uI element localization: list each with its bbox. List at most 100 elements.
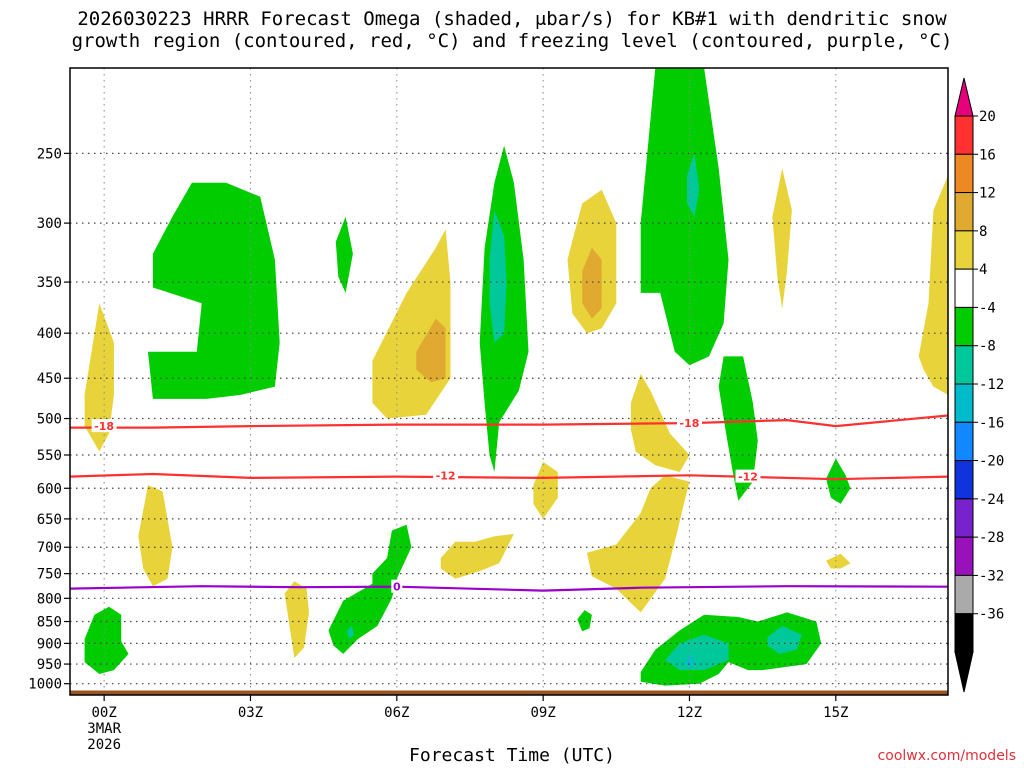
grid xyxy=(70,68,948,695)
colorbar-swatch-4 xyxy=(954,268,974,308)
colorbar: 20 16 12 8 4 -4 -8 -12 -16 -20 -24 -28 -32 -36 xyxy=(954,77,1004,693)
region-up-17z xyxy=(918,175,948,395)
region-dn-06z-core xyxy=(347,626,354,640)
colorbar-label--36: -36 xyxy=(979,607,1004,623)
colorbar-swatch-0 xyxy=(954,115,974,155)
isotherm-label-dgz-lower-0: -12 xyxy=(436,469,456,482)
region-up-09z xyxy=(533,461,558,519)
region-up-04z-low xyxy=(284,581,309,658)
region-dn-12z-upper-core xyxy=(687,153,700,217)
colorbar-label-16: 16 xyxy=(979,147,996,163)
colorbar-top-arrow xyxy=(954,77,974,117)
isotherm-label-bg xyxy=(391,579,403,593)
region-up-07z-core xyxy=(416,318,446,383)
isotherm-label-freezing-level-0: 0 xyxy=(393,581,401,594)
x-tick-sublabel: 3MAR xyxy=(87,721,121,737)
y-tick-label-800: 800 xyxy=(37,591,62,607)
y-tick-label-1000: 1000 xyxy=(28,677,62,693)
omega-regions xyxy=(84,68,948,686)
region-up-08z-low xyxy=(440,533,514,579)
isotherms: -18 -18 -12 -12 0 xyxy=(70,414,948,594)
chart-title-line1: 2026030223 HRRR Forecast Omega (shaded, … xyxy=(77,8,947,30)
region-dn-12z-low-core-b xyxy=(767,626,802,654)
credit-link[interactable]: coolwx.com/models xyxy=(877,748,1016,764)
colorbar-swatch-7 xyxy=(954,383,974,423)
region-dn-10z-small xyxy=(577,610,592,632)
colorbar-swatch-13 xyxy=(954,613,974,653)
colorbar-swatch-2 xyxy=(954,192,974,232)
colorbar-label--24: -24 xyxy=(979,492,1004,508)
terrain xyxy=(70,690,948,695)
colorbar-label-12: 12 xyxy=(979,186,996,202)
region-up-10z-core xyxy=(582,247,602,319)
y-tick-label-850: 850 xyxy=(37,615,62,631)
colorbar-swatch-1 xyxy=(954,153,974,194)
y-tick-label-550: 550 xyxy=(37,448,62,464)
region-up-15z-low xyxy=(826,553,851,569)
region-up-01z-low xyxy=(138,485,173,587)
colorbar-bottom-arrow xyxy=(954,651,974,693)
colorbar-swatch-10 xyxy=(954,498,974,538)
isotherm-label-bg xyxy=(676,416,702,430)
region-up-00z-mid xyxy=(84,303,114,452)
x-tick-label-09Z: 09Z xyxy=(530,705,555,721)
y-tick-label-900: 900 xyxy=(37,636,62,652)
x-tick-label-12Z: 12Z xyxy=(677,705,702,721)
colorbar-label--8: -8 xyxy=(979,339,996,355)
colorbar-label-8: 8 xyxy=(979,224,987,240)
colorbar-label--16: -16 xyxy=(979,415,1004,431)
y-tick-label-450: 450 xyxy=(37,371,62,387)
colorbar-swatch-9 xyxy=(954,460,974,500)
y-tick-label-400: 400 xyxy=(37,326,62,342)
isotherm-dgz-lower xyxy=(70,472,948,481)
y-tick-label-750: 750 xyxy=(37,567,62,583)
isotherm-label-dgz-upper-0: -18 xyxy=(94,420,114,433)
colorbar-swatch-8 xyxy=(954,421,974,462)
region-dn-13z xyxy=(718,356,758,501)
isotherm-label-bg xyxy=(735,469,761,483)
colorbar-label--28: -28 xyxy=(979,530,1004,546)
chart-title-line2: growth region (contoured, red, °C) and f… xyxy=(71,30,953,52)
region-dn-05z xyxy=(335,216,353,293)
plot-frame xyxy=(69,67,949,696)
y-axis: 250 300 350 400 450 500 550 600 650 700 750 800 850 9… xyxy=(28,146,70,693)
y-tick-label-300: 300 xyxy=(37,216,62,232)
region-dn-00z-low xyxy=(84,606,129,674)
y-tick-label-700: 700 xyxy=(37,540,62,556)
y-tick-label-600: 600 xyxy=(37,481,62,497)
isotherm-label-dgz-lower-1: -12 xyxy=(738,471,758,484)
colorbar-label--32: -32 xyxy=(979,568,1004,584)
isotherm-label-bg xyxy=(91,419,117,433)
y-tick-label-950: 950 xyxy=(37,657,62,673)
region-dn-06z-low xyxy=(328,524,412,654)
colorbar-label-20: 20 xyxy=(979,109,996,125)
colorbar-label--20: -20 xyxy=(979,454,1004,470)
x-tick-label-15Z: 15Z xyxy=(823,705,848,721)
colorbar-label--4: -4 xyxy=(979,300,996,316)
region-dn-02z xyxy=(148,182,280,399)
colorbar-label-4: 4 xyxy=(979,262,987,278)
x-tick-label-00Z: 00Z xyxy=(91,705,116,721)
y-tick-label-500: 500 xyxy=(37,412,62,428)
region-dn-12z-upper xyxy=(640,68,729,366)
region-dn-08z-core xyxy=(489,210,507,343)
terrain-band xyxy=(70,690,948,695)
isotherm-dgz-upper xyxy=(70,414,948,429)
isotherm-label-bg xyxy=(433,468,459,482)
isotherm-label-dgz-upper-1: -18 xyxy=(680,417,700,430)
x-tick-label-03Z: 03Z xyxy=(238,705,263,721)
region-dn-15z xyxy=(826,458,851,504)
region-up-14z xyxy=(772,168,792,309)
colorbar-swatch-3 xyxy=(954,230,974,270)
y-tick-label-350: 350 xyxy=(37,275,62,291)
colorbar-label--12: -12 xyxy=(979,377,1004,393)
x-tick-sublabel: 2026 xyxy=(87,737,121,753)
y-tick-label-250: 250 xyxy=(37,146,62,162)
colorbar-swatch-6 xyxy=(954,345,974,385)
colorbar-swatch-5 xyxy=(954,306,974,347)
x-tick-label-06Z: 06Z xyxy=(384,705,409,721)
isotherm-freezing-level xyxy=(70,585,948,592)
colorbar-swatch-11 xyxy=(954,536,974,576)
